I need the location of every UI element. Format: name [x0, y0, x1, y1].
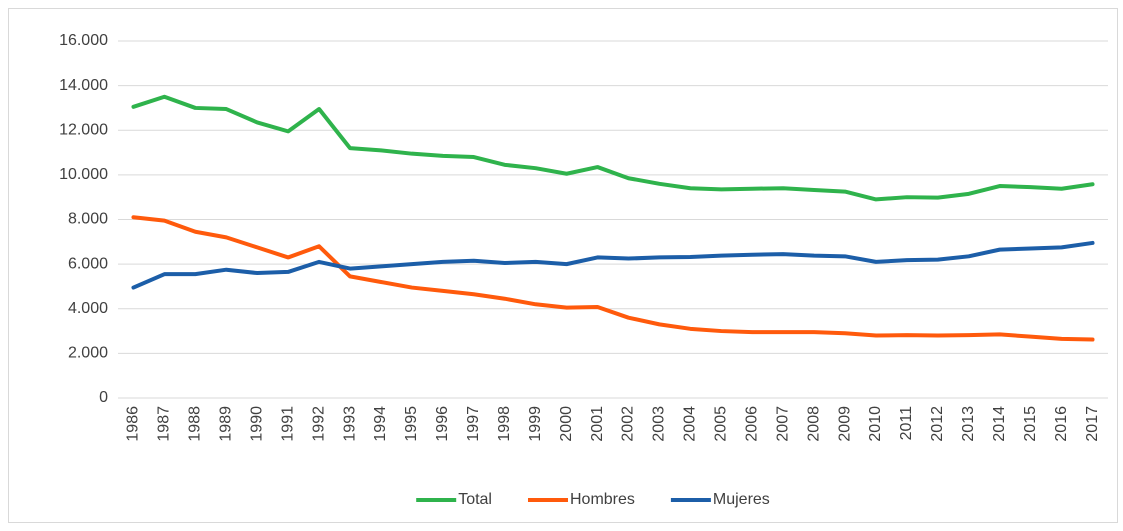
series-line [131, 94, 1095, 202]
x-tick-label: 1991 [279, 406, 296, 442]
y-tick-label: 6.000 [68, 255, 108, 272]
x-tick-label: 2015 [1022, 406, 1039, 442]
y-tick-label: 2.000 [68, 345, 108, 362]
x-tick-label: 1986 [125, 406, 142, 442]
x-tick-label: 1997 [465, 406, 482, 442]
x-tick-label: 2006 [743, 406, 760, 442]
series-line [131, 240, 1095, 290]
x-tick-label: 1990 [248, 406, 265, 442]
x-tick-label: 2002 [620, 406, 637, 442]
x-tick-label: 2014 [991, 406, 1008, 442]
y-tick-label: 4.000 [68, 300, 108, 317]
x-tick-label: 2012 [929, 406, 946, 442]
x-tick-label: 1998 [496, 406, 513, 442]
x-tick-label: 2013 [960, 406, 977, 442]
legend-label: Mujeres [713, 491, 770, 508]
x-tick-label: 2011 [898, 406, 915, 441]
x-tick-label: 2008 [805, 406, 822, 442]
x-tick-label: 1989 [218, 406, 235, 442]
legend-label: Total [458, 491, 492, 508]
x-tick-label: 2004 [682, 406, 699, 442]
x-tick-label: 1988 [187, 406, 204, 442]
x-tick-label: 2007 [774, 406, 791, 442]
x-tick-label: 1992 [310, 406, 327, 442]
x-tick-label: 2010 [867, 406, 884, 442]
legend-label: Hombres [570, 491, 635, 508]
x-tick-label: 1995 [403, 406, 420, 442]
x-tick-label: 2001 [589, 406, 606, 442]
y-tick-label: 14.000 [59, 77, 108, 94]
x-tick-label: 1996 [434, 406, 451, 442]
x-tick-label: 2009 [836, 406, 853, 442]
x-tick-label: 1994 [372, 406, 389, 442]
y-tick-label: 16.000 [59, 32, 108, 49]
x-tick-label: 2003 [651, 406, 668, 442]
x-tick-label: 1987 [156, 406, 173, 442]
y-tick-label: 8.000 [68, 211, 108, 228]
x-tick-label: 1993 [341, 406, 358, 442]
y-tick-label: 12.000 [59, 121, 108, 138]
x-tick-label: 2000 [558, 406, 575, 442]
series-line [131, 215, 1095, 342]
y-tick-label: 10.000 [59, 166, 108, 183]
x-tick-label: 2005 [713, 406, 730, 442]
x-tick-label: 2017 [1084, 406, 1101, 442]
y-tick-label: 0 [99, 389, 108, 406]
x-tick-label: 2016 [1053, 406, 1070, 442]
x-tick-label: 1999 [527, 406, 544, 442]
